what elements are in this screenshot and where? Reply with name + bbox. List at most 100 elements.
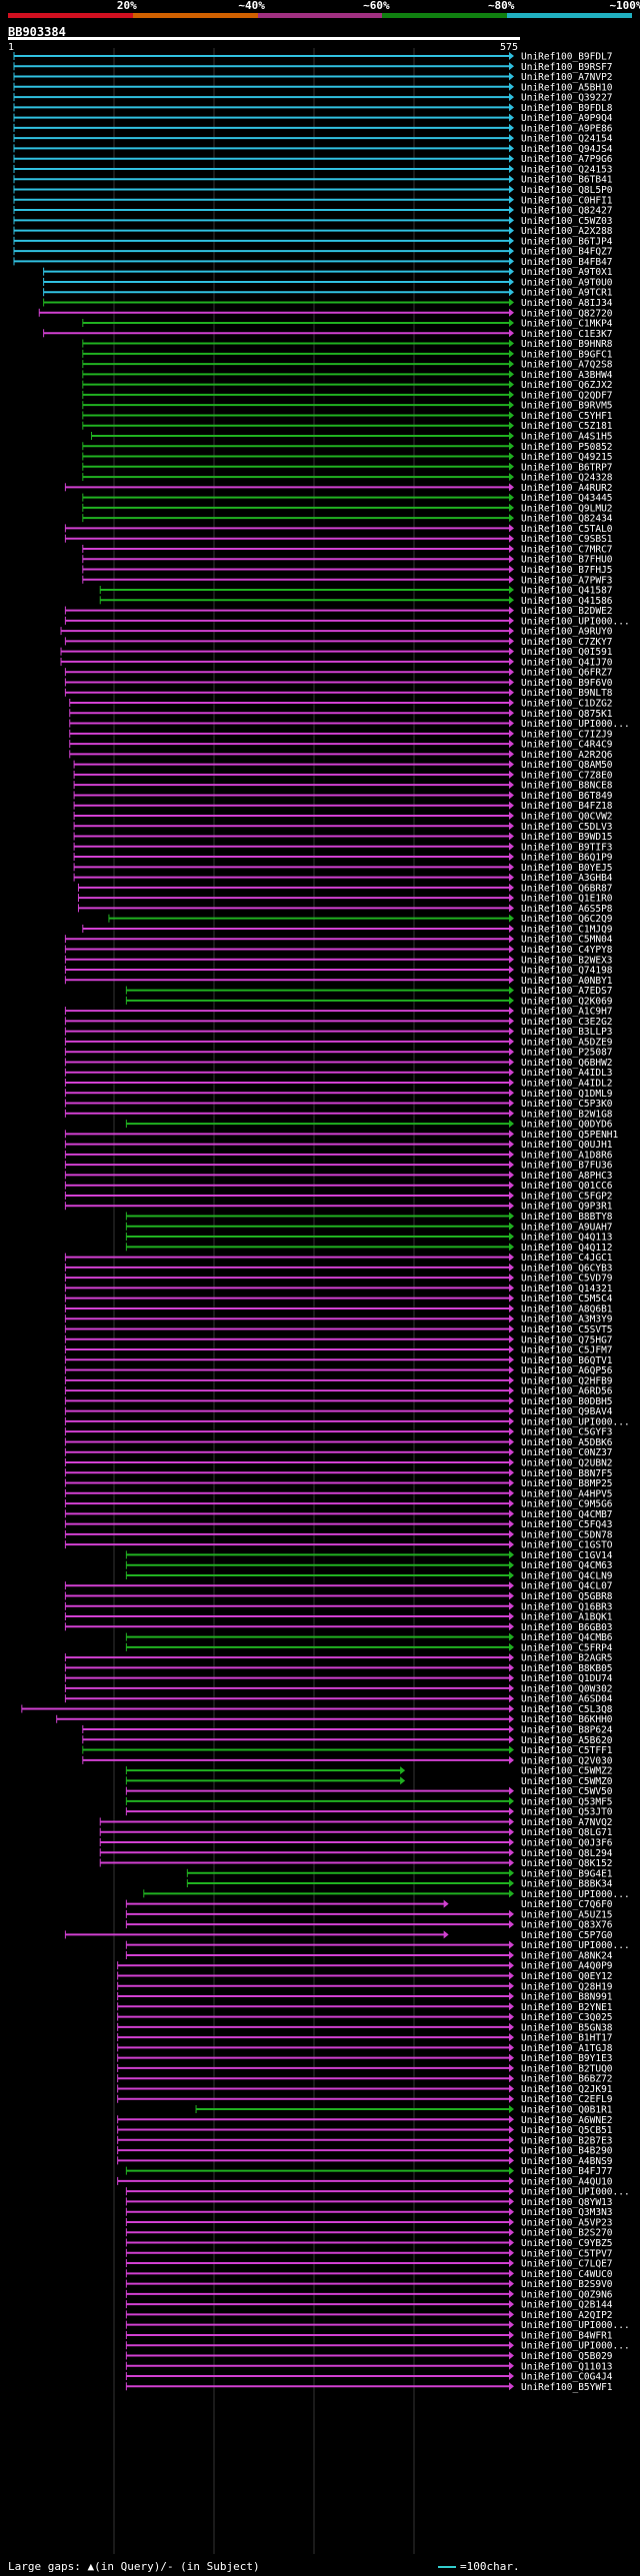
alignment-row[interactable]: UniRef100_C7IZJ9 — [69, 729, 613, 740]
alignment-row[interactable]: UniRef100_B6TRP7 — [82, 462, 613, 473]
hit-label[interactable]: UniRef100_A3BHW4 — [521, 370, 613, 381]
alignment-row[interactable]: UniRef100_C5Z181 — [82, 421, 613, 432]
hit-label[interactable]: UniRef100_B2S9V0 — [521, 2279, 613, 2290]
hit-label[interactable]: UniRef100_C1MKP4 — [521, 319, 613, 330]
alignment-row[interactable]: UniRef100_A4HPV5 — [64, 1488, 613, 1499]
hit-label[interactable]: UniRef100_A2QIP2 — [521, 2310, 613, 2321]
hit-label[interactable]: UniRef100_Q01CC6 — [521, 1181, 613, 1192]
alignment-row[interactable]: UniRef100_B0YEJ5 — [73, 863, 613, 874]
hit-label[interactable]: UniRef100_Q82427 — [521, 206, 613, 217]
alignment-row[interactable]: UniRef100_B2DWE2 — [64, 606, 613, 617]
alignment-row[interactable]: UniRef100_B6TB41 — [13, 175, 613, 186]
alignment-row[interactable]: UniRef100_B8BTY8 — [125, 1212, 613, 1223]
hit-label[interactable]: UniRef100_C0G4J4 — [521, 2372, 613, 2383]
alignment-row[interactable]: UniRef100_A8IJ34 — [43, 298, 613, 309]
alignment-row[interactable]: UniRef100_C5SVT5 — [64, 1324, 613, 1335]
hit-label[interactable]: UniRef100_Q2UBN2 — [521, 1457, 613, 1468]
hit-label[interactable]: UniRef100_C5TAL0 — [521, 524, 613, 535]
alignment-row[interactable]: UniRef100_A3BHW4 — [82, 370, 613, 381]
hit-label[interactable]: UniRef100_Q4Q112 — [521, 1243, 613, 1254]
alignment-row[interactable]: UniRef100_B9TIF3 — [73, 842, 613, 853]
alignment-row[interactable]: UniRef100_Q6ZJX2 — [82, 380, 613, 391]
alignment-row[interactable]: UniRef100_A7Q2S8 — [82, 360, 613, 371]
hit-label[interactable]: UniRef100_A5UZ15 — [521, 1909, 613, 1920]
hit-label[interactable]: UniRef100_Q28H19 — [521, 1981, 613, 1992]
hit-label[interactable]: UniRef100_B2S270 — [521, 2228, 613, 2239]
alignment-row[interactable]: UniRef100_B6KHH0 — [56, 1714, 613, 1725]
hit-label[interactable]: UniRef100_A5B620 — [521, 1735, 613, 1746]
alignment-row[interactable]: UniRef100_A9P9Q4 — [13, 113, 613, 124]
hit-label[interactable]: UniRef100_B9WD15 — [521, 832, 613, 843]
alignment-row[interactable]: UniRef100_Q8YW13 — [125, 2197, 613, 2208]
hit-label[interactable]: UniRef100_Q16BR3 — [521, 1601, 613, 1612]
alignment-row[interactable]: UniRef100_A9TCR1 — [43, 288, 613, 299]
alignment-row[interactable]: UniRef100_Q49215 — [82, 452, 613, 463]
hit-label[interactable]: UniRef100_A4Q0P9 — [521, 1961, 613, 1972]
hit-label[interactable]: UniRef100_C5TFF1 — [521, 1745, 613, 1756]
alignment-row[interactable]: UniRef100_P25087 — [64, 1048, 613, 1059]
alignment-row[interactable]: UniRef100_A9T0X1 — [43, 267, 613, 278]
hit-label[interactable]: UniRef100_Q39227 — [521, 93, 613, 104]
alignment-row[interactable]: UniRef100_Q8K152 — [99, 1858, 613, 1869]
alignment-row[interactable]: UniRef100_A4RUR2 — [64, 483, 613, 494]
alignment-row[interactable]: UniRef100_A6QP56 — [64, 1365, 613, 1376]
alignment-row[interactable]: UniRef100_Q8LG71 — [99, 1827, 613, 1838]
hit-label[interactable]: UniRef100_Q9BAV4 — [521, 1406, 613, 1417]
hit-label[interactable]: UniRef100_Q53MF5 — [521, 1796, 613, 1807]
hit-label[interactable]: UniRef100_B2W1G8 — [521, 1109, 613, 1120]
alignment-row[interactable]: UniRef100_Q43445 — [82, 493, 613, 504]
alignment-row[interactable]: UniRef100_B6T849 — [73, 791, 613, 802]
hit-label[interactable]: UniRef100_C1E3K7 — [521, 329, 613, 340]
hit-label[interactable]: UniRef100_A7PWF3 — [521, 575, 613, 586]
alignment-row[interactable]: UniRef100_B2W1G8 — [64, 1109, 613, 1120]
alignment-row[interactable]: UniRef100_Q83X76 — [125, 1920, 613, 1931]
hit-label[interactable]: UniRef100_A6S5P8 — [521, 904, 613, 915]
alignment-row[interactable]: UniRef100_Q5PENH1 — [64, 1130, 619, 1141]
alignment-row[interactable]: UniRef100_A7NVP2 — [13, 72, 613, 83]
alignment-row[interactable]: UniRef100_Q4CMB7 — [64, 1509, 613, 1520]
hit-label[interactable]: UniRef100_Q0DYD6 — [521, 1120, 613, 1131]
hit-label[interactable]: UniRef100_A9P9Q4 — [521, 113, 613, 124]
alignment-row[interactable]: UniRef100_C5JFM7 — [64, 1345, 613, 1356]
alignment-row[interactable]: UniRef100_Q0EY12 — [117, 1971, 613, 1982]
hit-label[interactable]: UniRef100_Q8YW13 — [521, 2197, 613, 2208]
hit-label[interactable]: UniRef100_B4B290 — [521, 2146, 613, 2157]
alignment-row[interactable]: UniRef100_Q4CM63 — [125, 1560, 613, 1571]
hit-label[interactable]: UniRef100_C5FQ43 — [521, 1519, 613, 1530]
alignment-row[interactable]: UniRef100_C5VD79 — [64, 1274, 613, 1285]
alignment-row[interactable]: UniRef100_Q11013 — [125, 2361, 613, 2372]
hit-label[interactable]: UniRef100_C7IZJ9 — [521, 729, 613, 740]
alignment-row[interactable]: UniRef100_C0G4J4 — [125, 2372, 613, 2383]
hit-label[interactable]: UniRef100_A1C9H7 — [521, 1007, 613, 1018]
hit-label[interactable]: UniRef100_Q4IJ70 — [521, 657, 613, 668]
alignment-row[interactable]: UniRef100_B6TJP4 — [13, 236, 613, 247]
alignment-row[interactable]: UniRef100_A2QIP2 — [125, 2310, 613, 2321]
alignment-row[interactable]: UniRef100_B2TUQ0 — [117, 2063, 613, 2074]
alignment-row[interactable]: UniRef100_Q4CL07 — [64, 1581, 613, 1592]
alignment-row[interactable]: UniRef100_B4FQZ7 — [13, 247, 613, 258]
alignment-row[interactable]: UniRef100_B4WFR1 — [125, 2330, 613, 2341]
alignment-row[interactable]: UniRef100_A4S1H5 — [91, 431, 613, 442]
alignment-row[interactable]: UniRef100_Q2QDF7 — [82, 390, 613, 401]
hit-label[interactable]: UniRef100_Q6BHW2 — [521, 1058, 613, 1069]
alignment-row[interactable]: UniRef100_B2S270 — [125, 2228, 613, 2239]
alignment-row[interactable]: UniRef100_Q6BHW2 — [64, 1058, 613, 1069]
hit-label[interactable]: UniRef100_A1D8R6 — [521, 1150, 613, 1161]
alignment-row[interactable]: UniRef100_B2WEX3 — [64, 955, 613, 966]
hit-label[interactable]: UniRef100_Q83X76 — [521, 1920, 613, 1931]
alignment-row[interactable]: UniRef100_Q5CB51 — [117, 2125, 613, 2136]
hit-label[interactable]: UniRef100_C4WUC0 — [521, 2269, 613, 2280]
alignment-row[interactable]: UniRef100_A6RD56 — [64, 1386, 613, 1397]
alignment-row[interactable]: UniRef100_C7ZKY7 — [64, 637, 613, 648]
alignment-row[interactable]: UniRef100_Q4CLN9 — [125, 1570, 613, 1581]
alignment-row[interactable]: UniRef100_B3LLP3 — [64, 1027, 613, 1038]
alignment-row[interactable]: UniRef100_C5FQ43 — [64, 1519, 613, 1530]
alignment-row[interactable]: UniRef100_C9M5G6 — [64, 1499, 613, 1510]
hit-label[interactable]: UniRef100_Q53JT0 — [521, 1807, 613, 1818]
hit-label[interactable]: UniRef100_B6GB03 — [521, 1622, 613, 1633]
hit-label[interactable]: UniRef100_P25087 — [521, 1048, 613, 1059]
hit-label[interactable]: UniRef100_P50852 — [521, 442, 613, 453]
alignment-row[interactable]: UniRef100_B6Q1P9 — [73, 853, 613, 864]
alignment-row[interactable]: UniRef100_A4IDL2 — [64, 1079, 613, 1090]
hit-label[interactable]: UniRef100_Q1E1R0 — [521, 894, 613, 905]
